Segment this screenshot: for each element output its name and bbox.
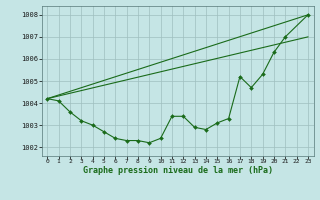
- X-axis label: Graphe pression niveau de la mer (hPa): Graphe pression niveau de la mer (hPa): [83, 166, 273, 175]
